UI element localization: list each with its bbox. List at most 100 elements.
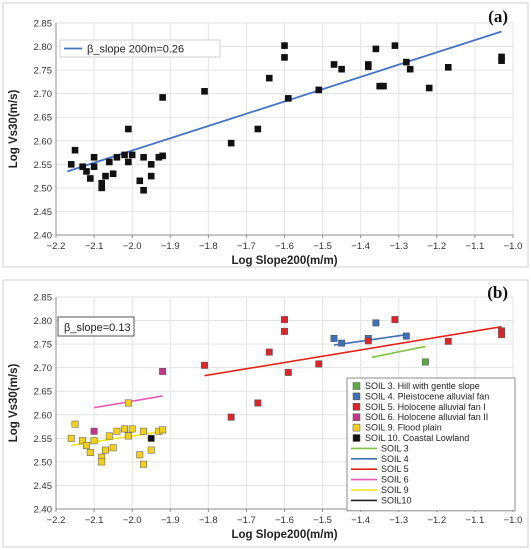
data-point [265,348,273,356]
data-point [159,367,167,375]
legend-entry: SOIL 5 [381,464,409,474]
data-point [444,63,452,71]
x-tick-label: −2.0 [123,515,142,526]
x-tick-label: −2.2 [47,241,66,252]
data-point [265,74,273,82]
y-tick-label: 2.65 [34,113,53,124]
data-point [403,58,410,66]
data-point [201,361,208,369]
data-point [71,420,79,428]
y-tick-label: 2.55 [34,160,53,171]
data-point [109,170,117,178]
data-point [380,82,387,90]
y-tick-label: 2.75 [34,340,53,351]
legend-label: β_slope 200m=0.26 [87,44,184,56]
data-point [155,153,163,161]
panel-border [2,2,529,268]
data-point [128,425,136,433]
x-tick-label: −1.3 [389,515,408,526]
data-point [376,82,384,90]
data-point [98,179,105,187]
data-point [121,425,128,433]
y-tick-label: 2.85 [34,293,53,304]
y-tick-label: 2.65 [34,387,53,398]
x-tick-label: −1.0 [504,515,523,526]
data-point [140,427,148,435]
data-point [102,172,109,180]
legend-entry: SOIL 10. Coastal Lowland [365,433,469,443]
data-point [330,61,338,68]
x-tick-label: −1.4 [351,515,370,526]
legend-entry: SOIL10 [381,495,412,505]
data-point [147,161,155,168]
y-tick-label: 2.50 [34,457,53,468]
data-point [159,94,166,101]
panel-label: (b) [487,283,508,302]
data-point [338,65,345,73]
x-tick-label: −1.2 [427,515,446,526]
data-point [147,172,155,180]
legend-box [59,39,221,58]
x-axis-label: Log Slope200(m/m) [231,255,337,267]
chart-panel-a: 2.40 2.45 2.50 2.55 2.60 2.65 2.70 2.75 2.80 2.85… [2,2,529,268]
data-point [201,88,208,95]
x-tick-label: −1.0 [504,241,523,252]
data-point [281,327,288,335]
data-point [315,360,323,368]
slope-box [57,316,135,337]
data-point [498,57,505,64]
legend-entry: SOIL 4 [381,454,409,464]
data-point [425,84,433,92]
x-tick-label: −1.1 [466,241,485,252]
x-tick-label: −1.3 [389,241,408,252]
x-tick-label: −1.6 [275,515,294,526]
data-point [136,451,144,459]
data-point [125,125,132,133]
data-point [498,53,505,61]
data-point [140,460,148,468]
data-point [147,446,155,454]
fit-line-soil-3 [371,345,426,359]
x-tick-label: −1.7 [237,241,256,252]
x-tick-label: −1.9 [161,241,180,252]
data-point [421,358,429,366]
y-tick-label: 2.45 [34,207,53,218]
x-tick-label: −1.7 [237,515,256,526]
data-point [67,161,75,168]
data-point [391,316,399,324]
legend-entry: SOIL 5. Holocene alluvial fan I [365,402,486,412]
data-point [281,316,288,324]
data-point [330,335,338,342]
panel-border [2,279,529,548]
data-point [128,151,136,159]
y-tick-label: 2.40 [34,505,53,516]
data-point [227,139,235,147]
legend-entry: SOIL 3 [381,443,409,453]
data-point [113,153,121,161]
y-tick-label: 2.70 [34,89,53,100]
legend-marker-swatch [352,423,361,432]
x-tick-label: −2.2 [47,515,66,526]
legend-box [346,377,516,512]
data-point [140,186,147,194]
x-tick-label: −2.1 [85,515,104,526]
y-tick-label: 2.80 [34,316,53,327]
x-tick-label: −1.9 [161,515,180,526]
y-tick-label: 2.45 [34,481,53,492]
data-point [391,42,399,49]
x-tick-label: −1.1 [466,515,485,526]
data-point [372,45,380,53]
x-tick-label: −1.5 [313,515,332,526]
data-point [254,125,262,133]
legend-marker-swatch [352,403,361,411]
legend-entry: SOIL 9. Flood plain [365,423,442,433]
data-point [281,42,288,49]
data-point [125,158,132,166]
x-axis-label: Log Slope200(m/m) [231,529,337,541]
data-point [71,146,79,154]
data-point [102,446,109,454]
data-point [140,153,147,161]
data-point [284,368,292,376]
x-tick-label: −1.4 [351,241,370,252]
